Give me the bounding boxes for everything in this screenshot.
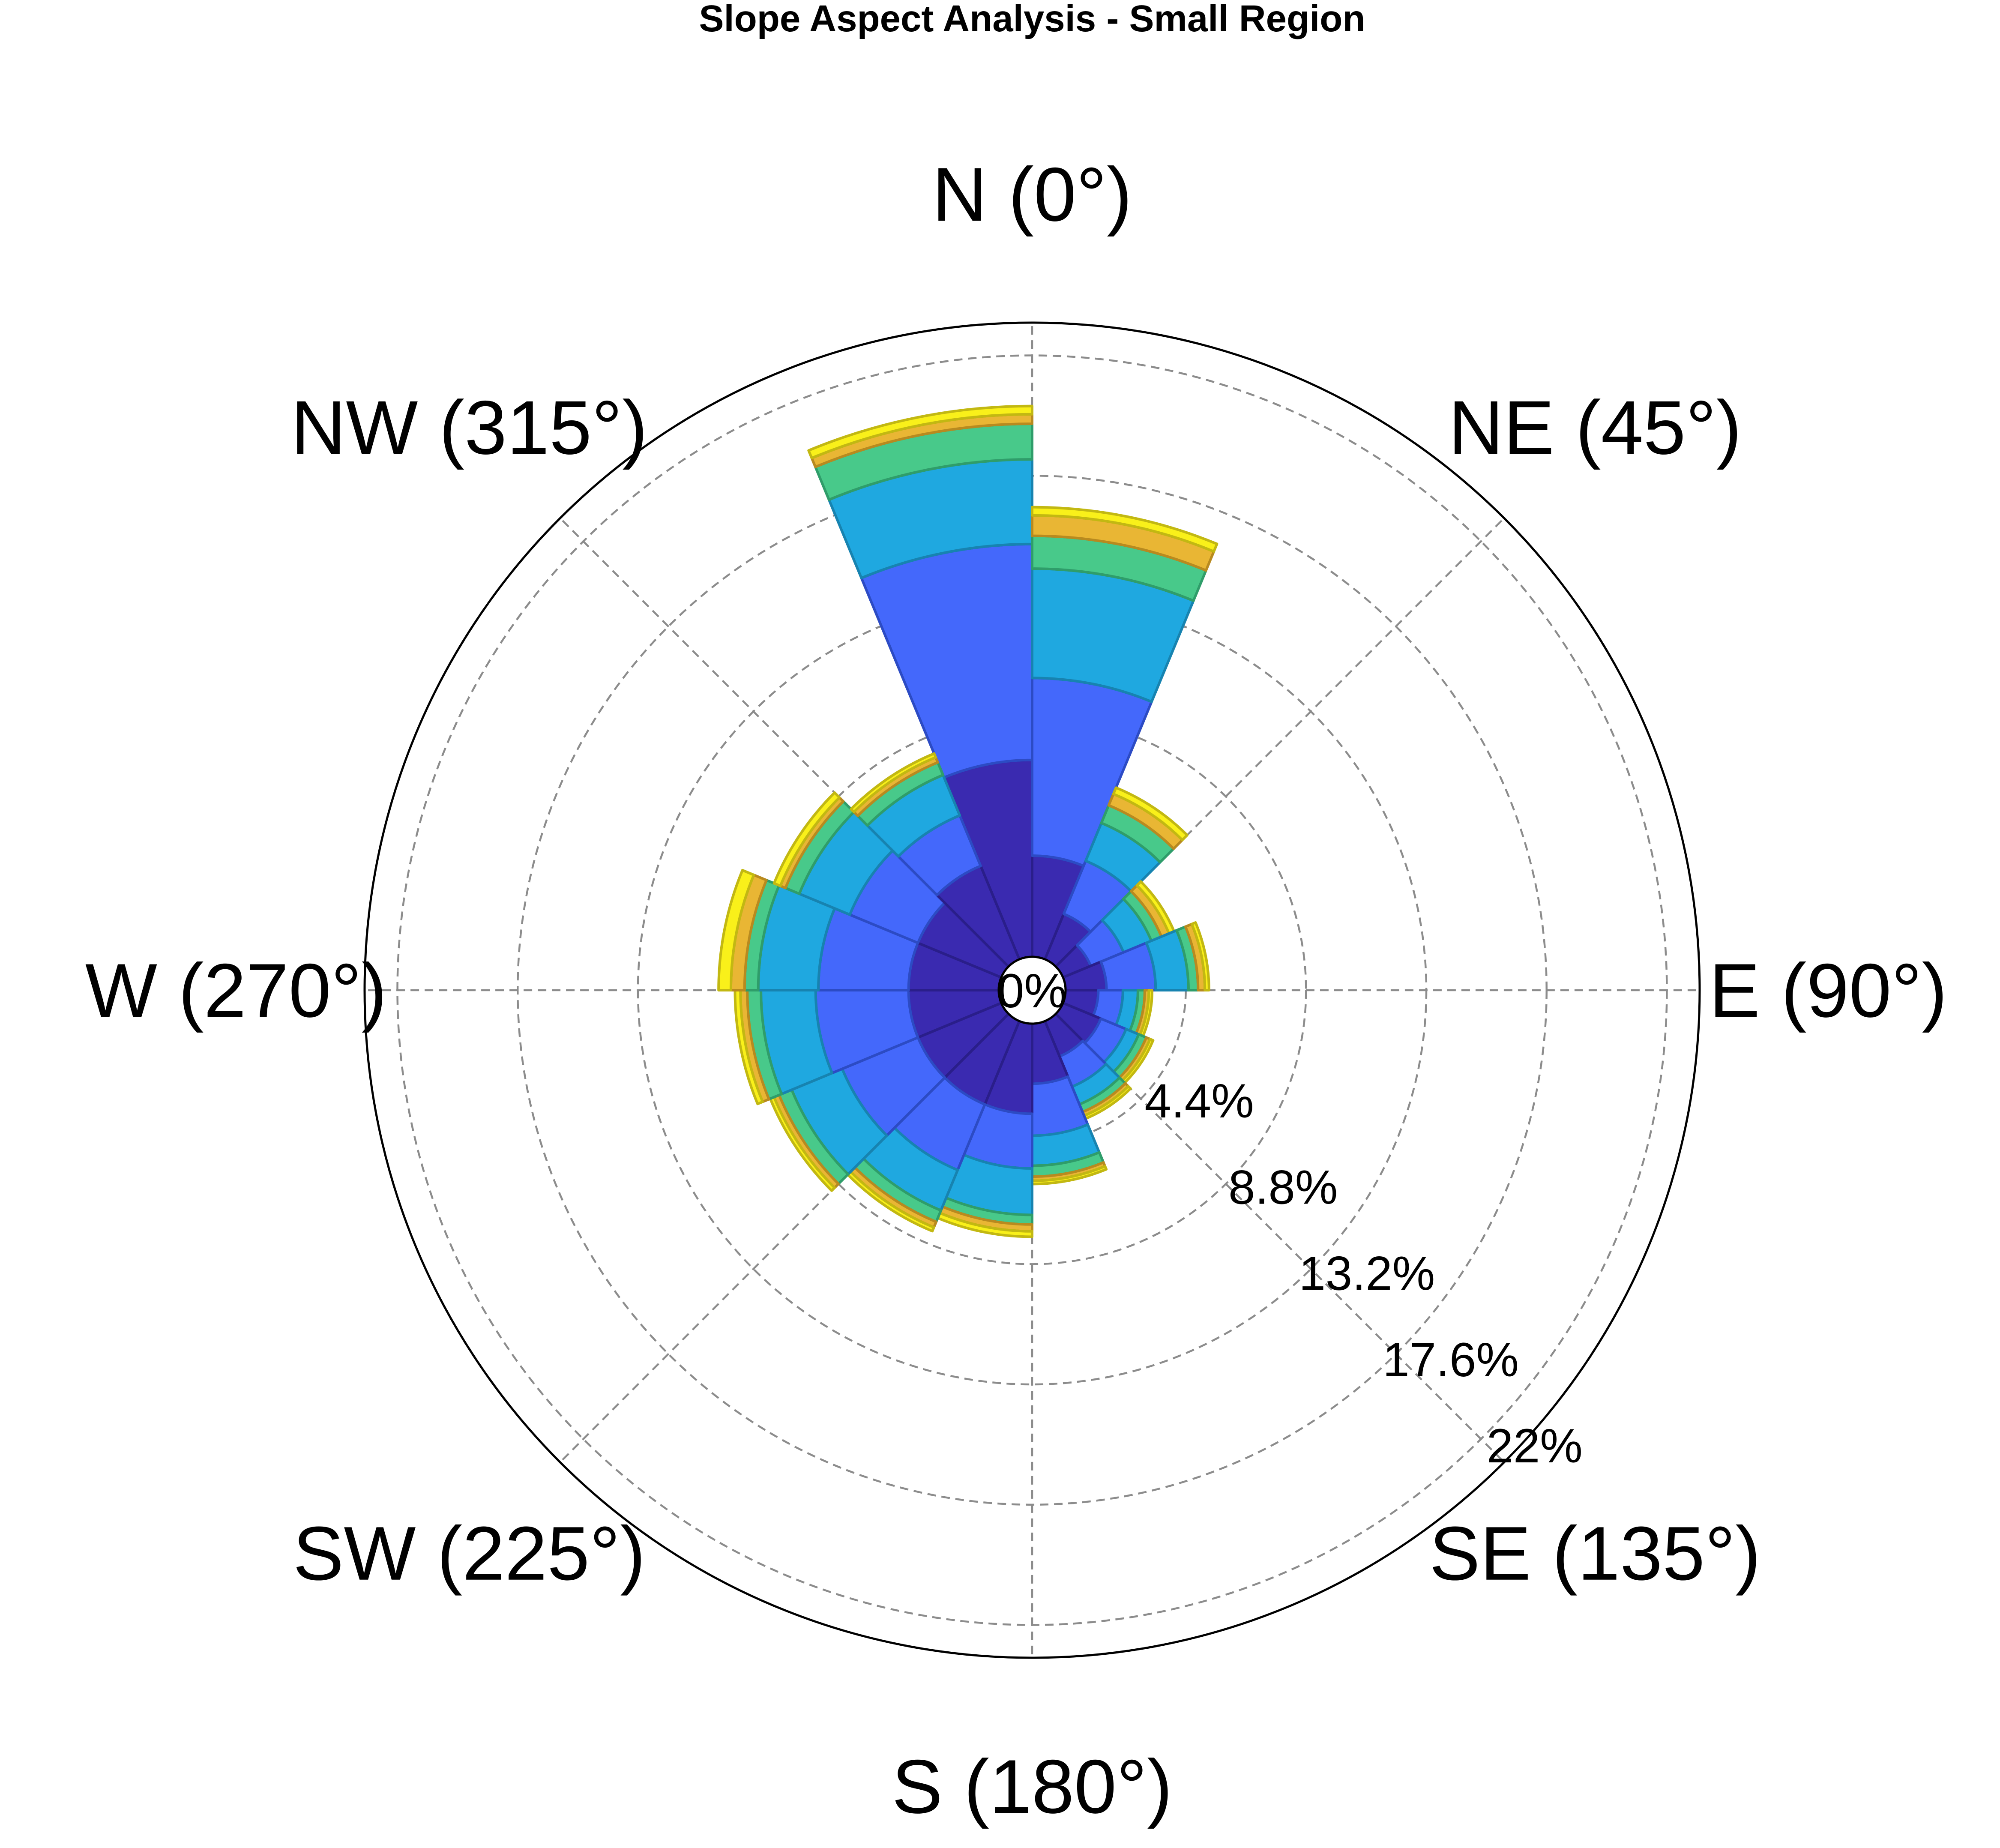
radial-tick-label-1: 4.4%	[1144, 1074, 1254, 1128]
direction-label-NE: NE (45°)	[1449, 385, 1742, 470]
outer-boundary-circle	[363, 321, 1701, 1659]
sector-0-bin-1	[860, 542, 1033, 779]
direction-label-SE: SE (135°)	[1429, 1511, 1761, 1596]
direction-label-E: E (90°)	[1709, 948, 1947, 1033]
direction-label-SW: SW (225°)	[293, 1511, 646, 1596]
sector-bars	[717, 404, 1219, 1238]
sector-13-bin-5	[717, 869, 755, 991]
sector-4-bin-5	[1190, 921, 1210, 991]
radial-tick-label-5: 22%	[1487, 1419, 1583, 1473]
direction-label-S: S (180°)	[892, 1744, 1173, 1829]
sector-15-bin-5	[850, 752, 937, 814]
radial-tick-label-4: 17.6%	[1383, 1333, 1519, 1387]
radial-tick-label-2: 8.8%	[1228, 1160, 1338, 1214]
direction-label-W: W (270°)	[85, 948, 387, 1033]
sector-0-bin-5	[807, 404, 1033, 460]
direction-label-N: N (0°)	[932, 152, 1132, 237]
sector-1-bin-5	[1031, 506, 1219, 553]
sector-2-bin-5	[1112, 786, 1189, 842]
axis-labels: N (0°) NE (45°) E (90°) SE (135°) S (180°) SW…	[85, 152, 1947, 1829]
sector-14-bin-5	[772, 791, 841, 887]
center-hole	[997, 955, 1067, 1025]
radial-tick-label-0: 0%	[997, 964, 1067, 1018]
chart-title: Slope Aspect Analysis - Small Region	[699, 0, 1365, 39]
direction-label-NW: NW (315°)	[291, 385, 648, 470]
radial-tick-label-3: 13.2%	[1299, 1247, 1435, 1300]
